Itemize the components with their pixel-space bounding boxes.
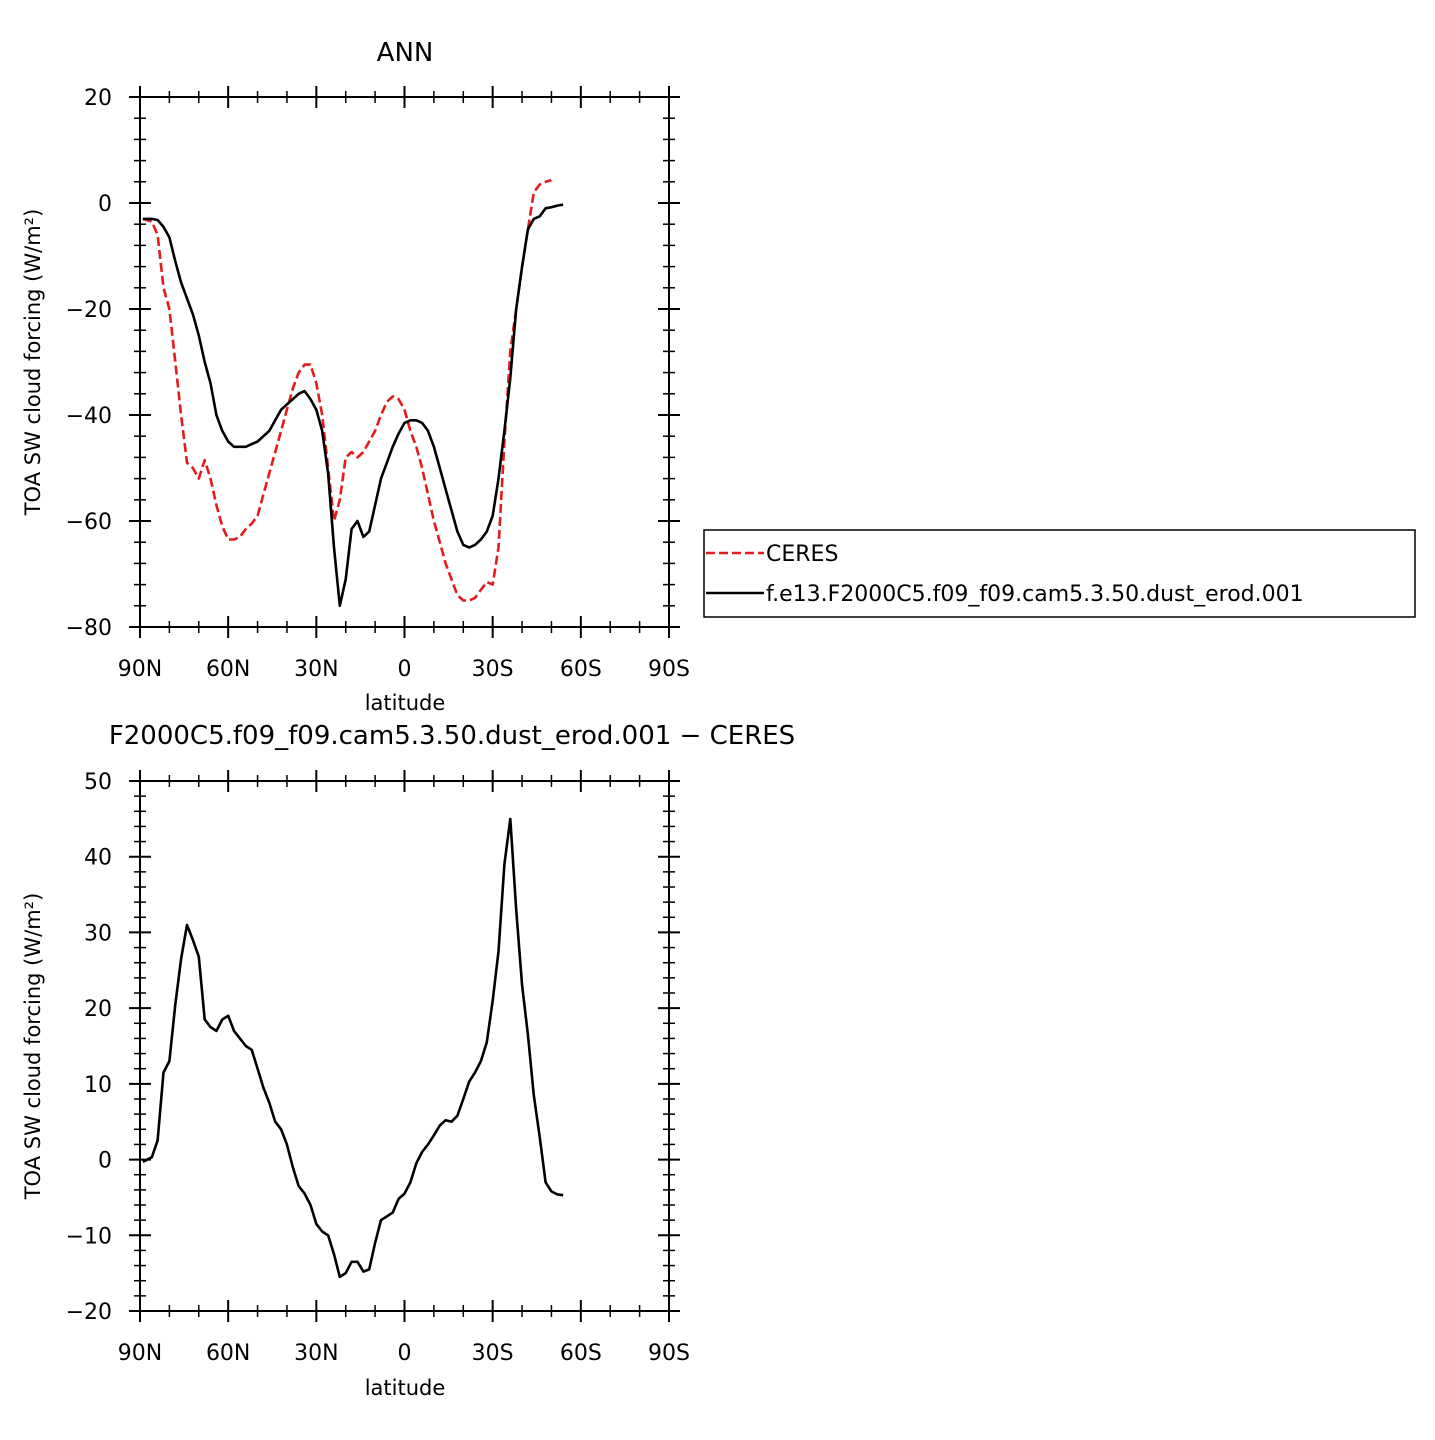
x-tick-label: 60N <box>206 657 250 682</box>
series-line-0 <box>142 178 552 602</box>
x-tick-label: 0 <box>398 1341 412 1366</box>
y-tick-label: 0 <box>98 192 112 217</box>
y-axis-label: TOA SW cloud forcing (W/m²) <box>21 209 45 517</box>
x-tick-labels: 90N 60N 30N 0 30S 60S 90S <box>118 657 690 682</box>
x-tick-label: 30N <box>294 657 338 682</box>
y-tick-label: 40 <box>84 846 112 871</box>
y-tick-label: −80 <box>66 616 112 641</box>
chart-title: ANN <box>377 38 434 68</box>
y-tick-label: −20 <box>66 298 112 323</box>
plot-frame <box>139 96 670 628</box>
legend-label-ceres: CERES <box>766 542 838 567</box>
y-axis-label: TOA SW cloud forcing (W/m²) <box>21 893 45 1201</box>
y-tick-label: 30 <box>84 921 112 946</box>
plot-frame <box>139 780 670 1312</box>
y-tick-label: −60 <box>66 510 112 535</box>
x-axis-label: latitude <box>365 691 446 715</box>
y-tick-label: 0 <box>98 1149 112 1174</box>
y-tick-label: −10 <box>66 1224 112 1249</box>
x-tick-label: 60N <box>206 1341 250 1366</box>
x-tick-labels: 90N 60N 30N 0 30S 60S 90S <box>118 1341 690 1366</box>
axis-ticks <box>129 86 680 638</box>
series-line-0 <box>142 817 564 1279</box>
x-tick-label: 60S <box>560 657 602 682</box>
y-tick-label: 20 <box>84 997 112 1022</box>
x-tick-label: 30S <box>472 1341 514 1366</box>
chart-title: F2000C5.f09_f09.cam5.3.50.dust_erod.001 … <box>109 721 795 751</box>
x-tick-label: 90N <box>118 1341 162 1366</box>
x-tick-label: 30N <box>294 1341 338 1366</box>
plot-area <box>139 780 670 1312</box>
x-tick-label: 90N <box>118 657 162 682</box>
plot-area <box>139 96 670 628</box>
x-tick-label: 90S <box>648 657 690 682</box>
legend-label-model: f.e13.F2000C5.f09_f09.cam5.3.50.dust_ero… <box>766 582 1304 607</box>
x-tick-label: 60S <box>560 1341 602 1366</box>
x-axis-label: latitude <box>365 1376 446 1400</box>
y-tick-label: 10 <box>84 1073 112 1098</box>
y-tick-label: 20 <box>84 86 112 111</box>
panel-bottom-difference: F2000C5.f09_f09.cam5.3.50.dust_erod.001 … <box>21 721 795 1400</box>
series-group <box>142 178 564 608</box>
y-tick-label: 50 <box>84 770 112 795</box>
x-tick-label: 90S <box>648 1341 690 1366</box>
y-tick-label: −20 <box>66 1300 112 1325</box>
y-tick-labels: −80 −60 −40 −20 0 20 <box>66 86 112 641</box>
legend-box <box>703 529 1416 618</box>
axis-ticks <box>129 770 680 1322</box>
series-line-1 <box>142 203 564 608</box>
series-group <box>142 817 564 1279</box>
legend: CERES f.e13.F2000C5.f09_f09.cam5.3.50.du… <box>703 529 1416 618</box>
y-tick-labels: −20 −10 0 10 20 30 40 50 <box>66 770 112 1325</box>
x-tick-label: 0 <box>398 657 412 682</box>
y-tick-label: −40 <box>66 404 112 429</box>
x-tick-label: 30S <box>472 657 514 682</box>
